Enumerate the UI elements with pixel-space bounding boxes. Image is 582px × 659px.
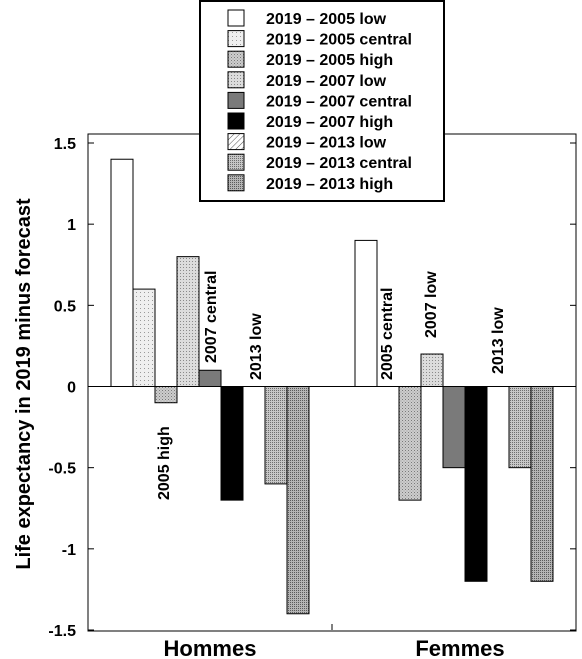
y-tick-label: 1: [67, 217, 76, 234]
bar-hommes-series-8: [286, 386, 310, 615]
y-tick-label: 0.5: [54, 298, 76, 315]
legend-swatch: [227, 9, 245, 27]
legend-label: 2019 – 2005 high: [266, 52, 393, 69]
bar-femmes-series-7: [508, 386, 532, 469]
legend-label: 2019 – 2013 central: [266, 155, 412, 172]
annotation-hommes-2013-low: 2013 low: [248, 313, 265, 380]
bar-femmes-series-0: [354, 239, 378, 387]
legend-label: 2019 – 2013 high: [266, 176, 393, 193]
y-tick-label: -0.5: [48, 461, 76, 478]
annotation-femmes-2005-central: 2005 central: [379, 287, 396, 380]
legend-label: 2019 – 2005 central: [266, 32, 412, 49]
legend: 2019 – 2005 low 2019 – 2005 central 2019 –…: [199, 0, 445, 202]
plot-frame: [87, 133, 577, 632]
legend-swatch: [227, 50, 245, 68]
bar-hommes-series-1: [132, 288, 156, 388]
category-label-hommes: Hommes: [164, 636, 257, 659]
legend-swatch: [227, 174, 245, 192]
bar-hommes-series-2: [154, 386, 178, 404]
bar-femmes-series-5: [464, 386, 488, 582]
legend-label: 2019 – 2013 low: [266, 135, 387, 152]
bar-hommes-series-3: [176, 256, 200, 387]
annotation-femmes-2007-low: 2007 low: [423, 271, 440, 338]
y-axis-title: Life expectancy in 2019 minus forecast: [13, 198, 35, 570]
legend-swatch: [227, 153, 245, 171]
y-tick-label: 1.5: [54, 136, 76, 153]
bar-hommes-series-4: [198, 369, 222, 387]
category-label-femmes: Femmes: [415, 636, 504, 659]
legend-label: 2019 – 2007 central: [266, 93, 412, 110]
bar-femmes-series-8: [530, 386, 554, 582]
annotation-femmes-2013-low: 2013 low: [490, 307, 507, 374]
bar-hommes-series-7: [264, 386, 288, 485]
annotation-hommes-2007-central: 2007 central: [203, 270, 220, 363]
bar-femmes-series-4: [442, 386, 466, 469]
legend-swatch: [227, 133, 245, 151]
legend-label: 2019 – 2007 high: [266, 114, 393, 131]
bar-hommes-series-0: [110, 158, 134, 387]
legend-label: 2019 – 2007 low: [266, 73, 387, 90]
legend-swatch: [227, 30, 245, 48]
bar-femmes-series-3: [420, 353, 444, 387]
annotation-hommes-2005-high: 2005 high: [156, 426, 173, 500]
legend-swatch: [227, 71, 245, 89]
y-tick-label: -1.5: [48, 623, 76, 640]
bar-hommes-series-5: [220, 386, 244, 501]
legend-label: 2019 – 2005 low: [266, 11, 387, 28]
y-tick-label: -1: [62, 542, 76, 559]
legend-swatch: [227, 91, 245, 109]
y-tick-label: 0: [67, 380, 76, 397]
bar-femmes-series-2: [398, 386, 422, 501]
legend-swatch: [227, 112, 245, 130]
